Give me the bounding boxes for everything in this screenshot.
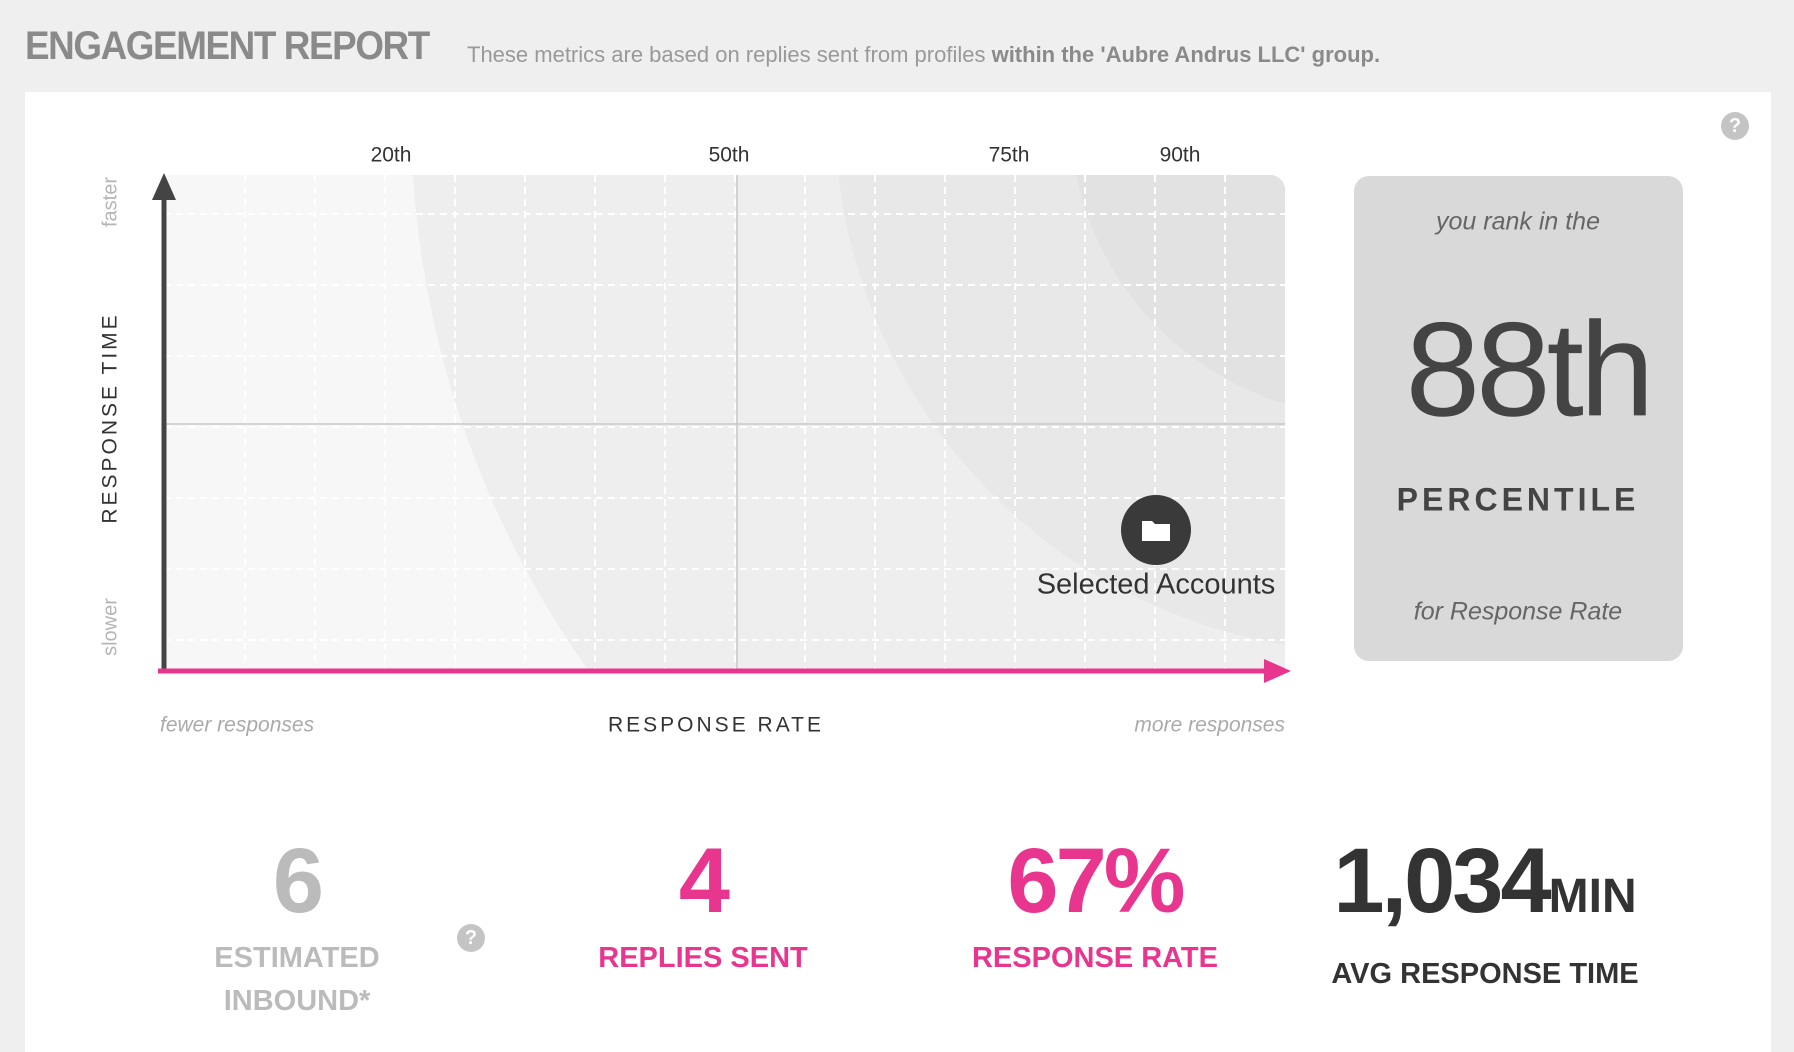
subtitle-group: within the 'Aubre Andrus LLC' group.: [991, 42, 1381, 67]
x-axis-left-label: fewer responses: [160, 714, 315, 737]
stat-label: REPLIES SENT: [598, 942, 808, 974]
x-axis-arrow: [1264, 659, 1291, 683]
help-button[interactable]: ?: [457, 924, 485, 952]
grid: [164, 175, 1285, 669]
rank-intro: you rank in the: [1434, 208, 1600, 236]
marker-label: Selected Accounts: [1037, 569, 1276, 601]
rank-card: [1354, 176, 1683, 661]
page-subtitle: These metrics are based on replies sent …: [467, 42, 1380, 68]
subtitle-text: These metrics are based on replies sent …: [467, 42, 986, 67]
y-axis-top-label: faster: [99, 177, 121, 227]
stat-value: 4: [678, 830, 730, 932]
x-axis-title: RESPONSE RATE: [608, 714, 824, 737]
folder-icon: [1142, 521, 1170, 541]
stat-inbound: 6 ESTIMATED INBOUND*: [117, 835, 477, 1023]
stat-unit: MIN: [1548, 870, 1637, 923]
percentile-label: 20th: [371, 144, 412, 167]
stat-value: 6: [272, 830, 324, 932]
percentile-label: 50th: [709, 144, 750, 167]
rank-unit: PERCENTILE: [1397, 481, 1640, 517]
stat-value-wrap: 1,034MIN: [1305, 835, 1665, 943]
stat-label: AVG RESPONSE TIME: [1331, 958, 1639, 990]
page-title: ENGAGEMENT REPORT: [25, 24, 430, 68]
stat-label: ESTIMATED INBOUND*: [214, 942, 380, 1017]
y-axis-bottom-label: slower: [99, 598, 121, 656]
x-axis-right-label: more responses: [1134, 714, 1285, 737]
band: [835, 175, 1285, 652]
stat-value: 1,034: [1333, 830, 1551, 932]
percentile-label: 90th: [1160, 144, 1201, 167]
rank-value: 88th: [1406, 295, 1651, 444]
band: [1070, 175, 1285, 417]
help-button[interactable]: ?: [1721, 112, 1749, 140]
stat-replies: 4 REPLIES SENT: [523, 835, 883, 980]
rank-metric: for Response Rate: [1414, 598, 1622, 626]
stat-value: 67%: [1007, 830, 1185, 932]
stat-avg-time: 1,034MIN AVG RESPONSE TIME: [1305, 835, 1665, 996]
stat-rate: 67% RESPONSE RATE: [915, 835, 1275, 980]
band: [411, 175, 1285, 669]
y-axis-arrow: [152, 173, 176, 200]
stat-label: RESPONSE RATE: [971, 942, 1218, 974]
plot-background: [164, 175, 1285, 669]
y-axis-title: RESPONSE TIME: [99, 312, 122, 523]
percentile-label: 75th: [989, 144, 1030, 167]
